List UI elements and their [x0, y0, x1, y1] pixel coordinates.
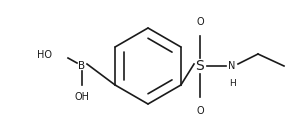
Text: S: S: [196, 59, 205, 73]
Text: H: H: [229, 79, 235, 88]
Text: HO: HO: [37, 50, 52, 60]
Text: N: N: [228, 61, 236, 71]
Text: O: O: [196, 17, 204, 27]
Text: B: B: [78, 61, 86, 71]
Text: OH: OH: [74, 92, 89, 102]
Text: O: O: [196, 106, 204, 116]
